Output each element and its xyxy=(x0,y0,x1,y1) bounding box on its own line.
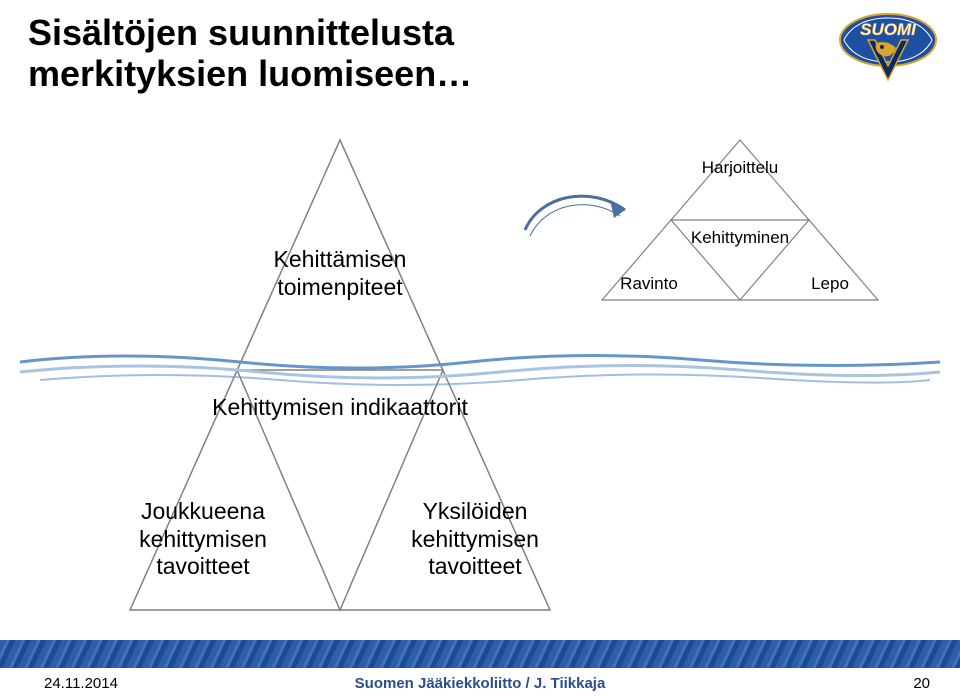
small-top-label: Harjoittelu xyxy=(690,158,790,178)
small-mid-label: Kehittyminen xyxy=(678,228,802,248)
diagram-svg xyxy=(0,0,960,696)
arrow-icon xyxy=(525,196,625,236)
footer: 24.11.2014 Suomen Jääkiekkoliitto / J. T… xyxy=(0,652,960,696)
small-bl-label: Ravinto xyxy=(604,274,694,294)
waterline xyxy=(20,355,940,385)
small-br-label: Lepo xyxy=(790,274,870,294)
footer-page: 20 xyxy=(913,675,930,692)
iceberg-mid-label: Kehittymisen indikaattorit xyxy=(190,394,490,422)
iceberg-tip-label: Kehittämisentoimenpiteet xyxy=(242,246,438,301)
footer-bar xyxy=(0,640,960,668)
iceberg-right-label: Yksilöidenkehittymisentavoitteet xyxy=(380,498,570,581)
iceberg-left-label: Joukkueenakehittymisentavoitteet xyxy=(108,498,298,581)
footer-center: Suomen Jääkiekkoliitto / J. Tiikkaja xyxy=(0,675,960,692)
